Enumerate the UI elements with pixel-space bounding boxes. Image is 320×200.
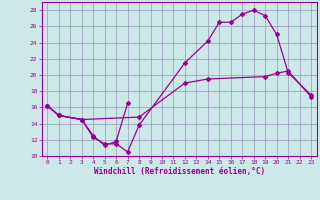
- X-axis label: Windchill (Refroidissement éolien,°C): Windchill (Refroidissement éolien,°C): [94, 167, 265, 176]
